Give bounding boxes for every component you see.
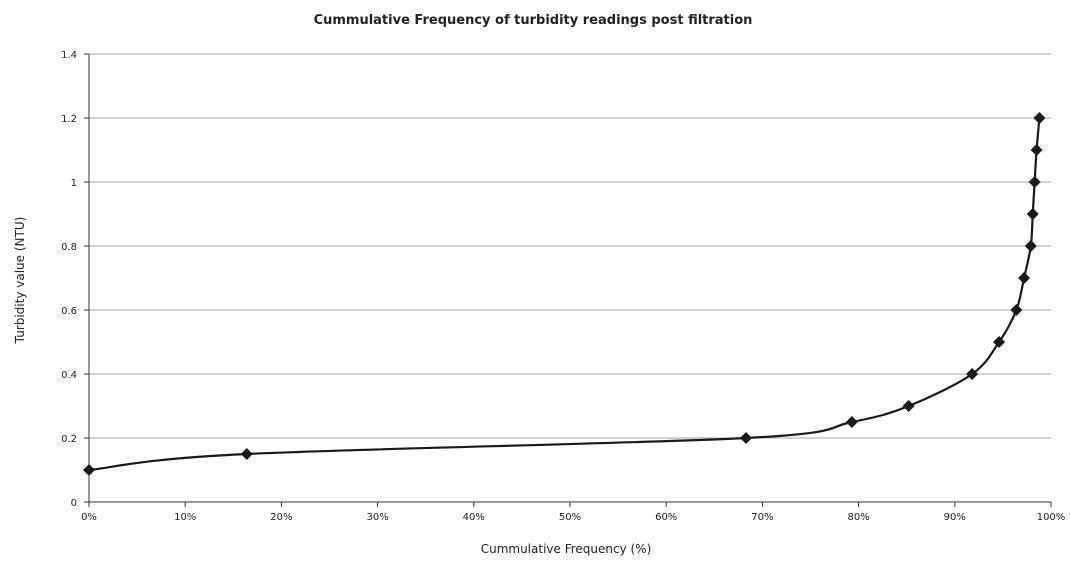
gridlines (89, 53, 1051, 439)
x-tick-label: 10% (174, 512, 196, 523)
x-tick-label: 0% (81, 512, 97, 523)
x-tick-label: 70% (751, 512, 773, 523)
data-point-marker (1026, 208, 1039, 220)
y-tick-labels: 0 0.2 0.4 0.6 0.8 1 1.2 1.4 (61, 50, 77, 509)
data-point-marker (1018, 272, 1031, 284)
x-axis-label: Cummulative Frequency (%) (481, 542, 652, 556)
x-tick-labels: 0% 10% 20% 30% 40% 50% 60% 70% 80% 90% 100% (81, 512, 1065, 523)
y-tick-label: 1.2 (61, 114, 77, 125)
x-tick-label: 20% (270, 512, 292, 523)
y-tick-label: 1.4 (61, 50, 77, 61)
y-tick-label: 0.8 (61, 242, 77, 253)
x-tick-label: 50% (559, 512, 581, 523)
y-tick-label: 0.2 (61, 434, 77, 445)
data-point-marker (1028, 176, 1041, 188)
y-tick-label: 1 (71, 178, 77, 189)
series-layer (83, 112, 1046, 476)
y-axis-label: Turbidity value (NTU) (13, 217, 27, 345)
data-point-marker (993, 336, 1006, 348)
data-point-marker (845, 416, 858, 428)
x-tick-label: 80% (847, 512, 869, 523)
x-tick-label: 60% (655, 512, 677, 523)
y-tick-label: 0.6 (61, 306, 77, 317)
y-tick-label: 0 (71, 498, 77, 509)
x-tick-label: 40% (463, 512, 485, 523)
data-point-marker (966, 368, 979, 380)
data-point-marker (83, 464, 95, 476)
data-point-marker (902, 400, 915, 412)
series-line (88, 117, 1041, 472)
data-point-marker (740, 432, 753, 444)
x-tick-label: 30% (366, 512, 388, 523)
data-point-marker (240, 448, 253, 460)
data-point-marker (1030, 144, 1043, 156)
x-tick-label: 90% (944, 512, 966, 523)
y-tick-label: 0.4 (61, 370, 77, 381)
x-tick-label: 100% (1037, 512, 1066, 523)
data-point-marker (1033, 112, 1046, 124)
chart-title: Cummulative Frequency of turbidity readi… (314, 13, 753, 28)
data-point-marker (1024, 240, 1037, 252)
axes (84, 53, 1052, 507)
data-point-marker (1010, 304, 1023, 316)
